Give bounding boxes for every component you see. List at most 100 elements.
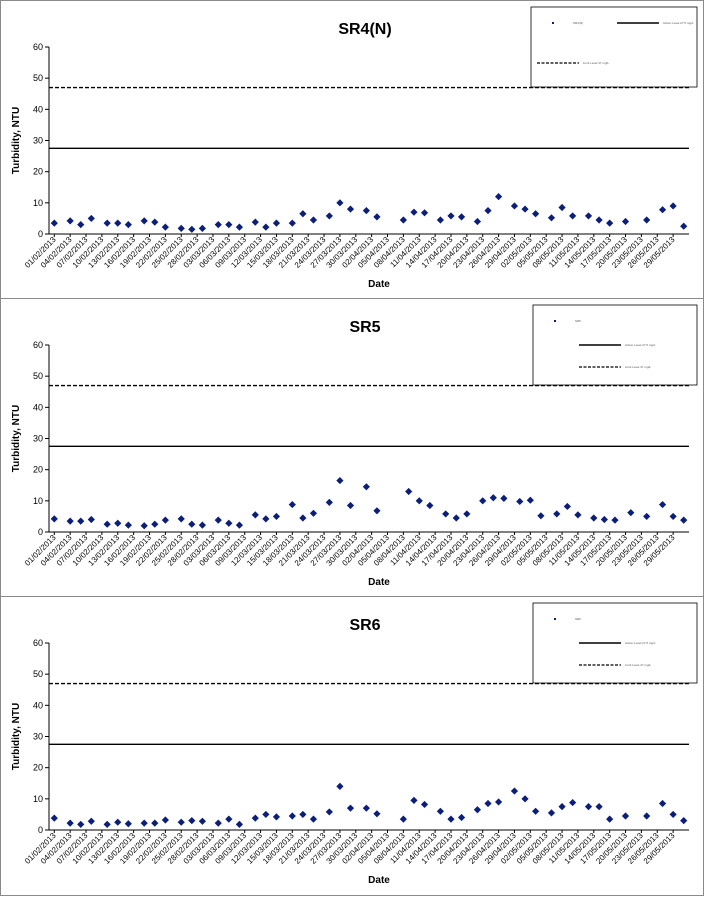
data-point	[198, 521, 206, 529]
data-point	[87, 515, 95, 524]
y-tick-label: 10	[33, 198, 43, 208]
data-point	[214, 221, 222, 229]
y-tick-label: 20	[33, 763, 43, 773]
data-point	[473, 217, 482, 226]
data-point	[177, 224, 185, 232]
data-point	[309, 815, 318, 823]
data-point	[658, 206, 667, 214]
data-point	[362, 804, 370, 812]
data-point	[669, 512, 677, 521]
data-point	[436, 216, 445, 224]
data-point	[66, 217, 74, 225]
data-point	[235, 820, 244, 828]
data-point	[595, 803, 603, 811]
data-point	[272, 512, 281, 521]
y-tick-label: 40	[33, 104, 43, 114]
data-point	[516, 497, 524, 506]
chart-panel-sr4n: SR4(N) 0 10 20 30 40 50 60 01/02/2013 04/02/2013 0…	[0, 0, 704, 299]
data-point	[643, 512, 651, 521]
data-point	[198, 817, 206, 825]
data-point	[532, 210, 540, 218]
data-point	[336, 782, 344, 790]
data-point	[447, 212, 455, 220]
data-point	[151, 218, 159, 226]
data-point	[500, 494, 508, 502]
data-point	[584, 212, 593, 220]
data-point	[669, 810, 677, 819]
data-point	[463, 510, 471, 518]
data-point	[658, 799, 667, 808]
data-point	[346, 501, 355, 510]
data-point	[177, 515, 185, 523]
data-point	[235, 223, 244, 231]
data-point	[288, 812, 296, 820]
legend: SR6 Action Level 27.5 mg/L Limit Level 47 …	[532, 602, 698, 684]
data-point	[410, 208, 418, 216]
data-point	[177, 818, 185, 826]
data-point	[558, 203, 566, 212]
data-point	[484, 799, 492, 808]
data-point	[50, 814, 58, 822]
y-tick-label: 30	[33, 136, 43, 146]
legend: SR4(N) Action Level 27.5 mg/L Limit Level …	[530, 6, 698, 88]
data-point	[214, 819, 222, 827]
data-point	[124, 521, 132, 529]
data-point	[114, 219, 122, 227]
data-point	[611, 516, 619, 524]
chart-sr6: SR6010203040506001/02/201304/02/201307/0…	[11, 602, 698, 886]
data-point	[325, 498, 333, 506]
data-point	[521, 205, 529, 213]
data-point	[262, 810, 270, 819]
legend-marker-swatch	[554, 618, 556, 620]
data-point	[484, 207, 492, 215]
data-point	[643, 812, 651, 820]
data-point	[151, 520, 159, 528]
x-axis-title: Date	[368, 279, 390, 290]
data-point	[309, 509, 318, 517]
y-tick-label: 30	[33, 732, 43, 742]
legend-box	[530, 6, 698, 88]
data-point	[420, 800, 429, 809]
data-point	[457, 213, 466, 221]
data-point	[547, 214, 556, 222]
chart-title: SR5	[349, 319, 380, 336]
y-tick-label: 20	[33, 167, 43, 177]
y-tick-label: 0	[38, 825, 43, 835]
chart-panel-sr6: SR6 0 10 20 30 40 50 60 01/02/2013 04/02/2013 07/0…	[0, 596, 704, 896]
data-point	[161, 516, 169, 524]
data-point	[621, 812, 630, 820]
data-point	[114, 818, 122, 826]
data-point	[140, 522, 148, 530]
data-point	[405, 487, 413, 496]
data-point	[669, 202, 677, 210]
data-point	[299, 210, 307, 218]
legend-label-limit: Limit Level 47 mg/L	[583, 61, 609, 65]
chart-title: SR6	[349, 617, 380, 634]
data-point	[489, 494, 497, 502]
data-point	[606, 815, 614, 823]
data-point	[521, 795, 529, 803]
y-tick-label: 60	[33, 638, 43, 648]
data-point	[680, 817, 688, 825]
data-point	[569, 212, 577, 220]
legend-label-action: Action Level 27.5 mg/L	[625, 641, 656, 645]
data-point	[627, 509, 635, 517]
x-axis-title: Date	[368, 577, 390, 588]
data-point	[526, 496, 534, 504]
data-point	[151, 819, 159, 827]
data-point	[103, 219, 111, 227]
data-point	[272, 813, 281, 821]
y-tick-label: 10	[33, 794, 43, 804]
data-point	[309, 216, 318, 224]
data-point	[66, 517, 74, 525]
data-point	[325, 808, 333, 816]
data-point	[87, 214, 95, 223]
data-point	[479, 497, 487, 505]
data-point	[161, 816, 169, 824]
data-point	[251, 511, 259, 519]
data-point	[251, 218, 259, 226]
data-point	[299, 810, 307, 819]
data-point	[606, 219, 614, 227]
data-point	[457, 813, 466, 822]
y-tick-label: 60	[33, 340, 43, 350]
